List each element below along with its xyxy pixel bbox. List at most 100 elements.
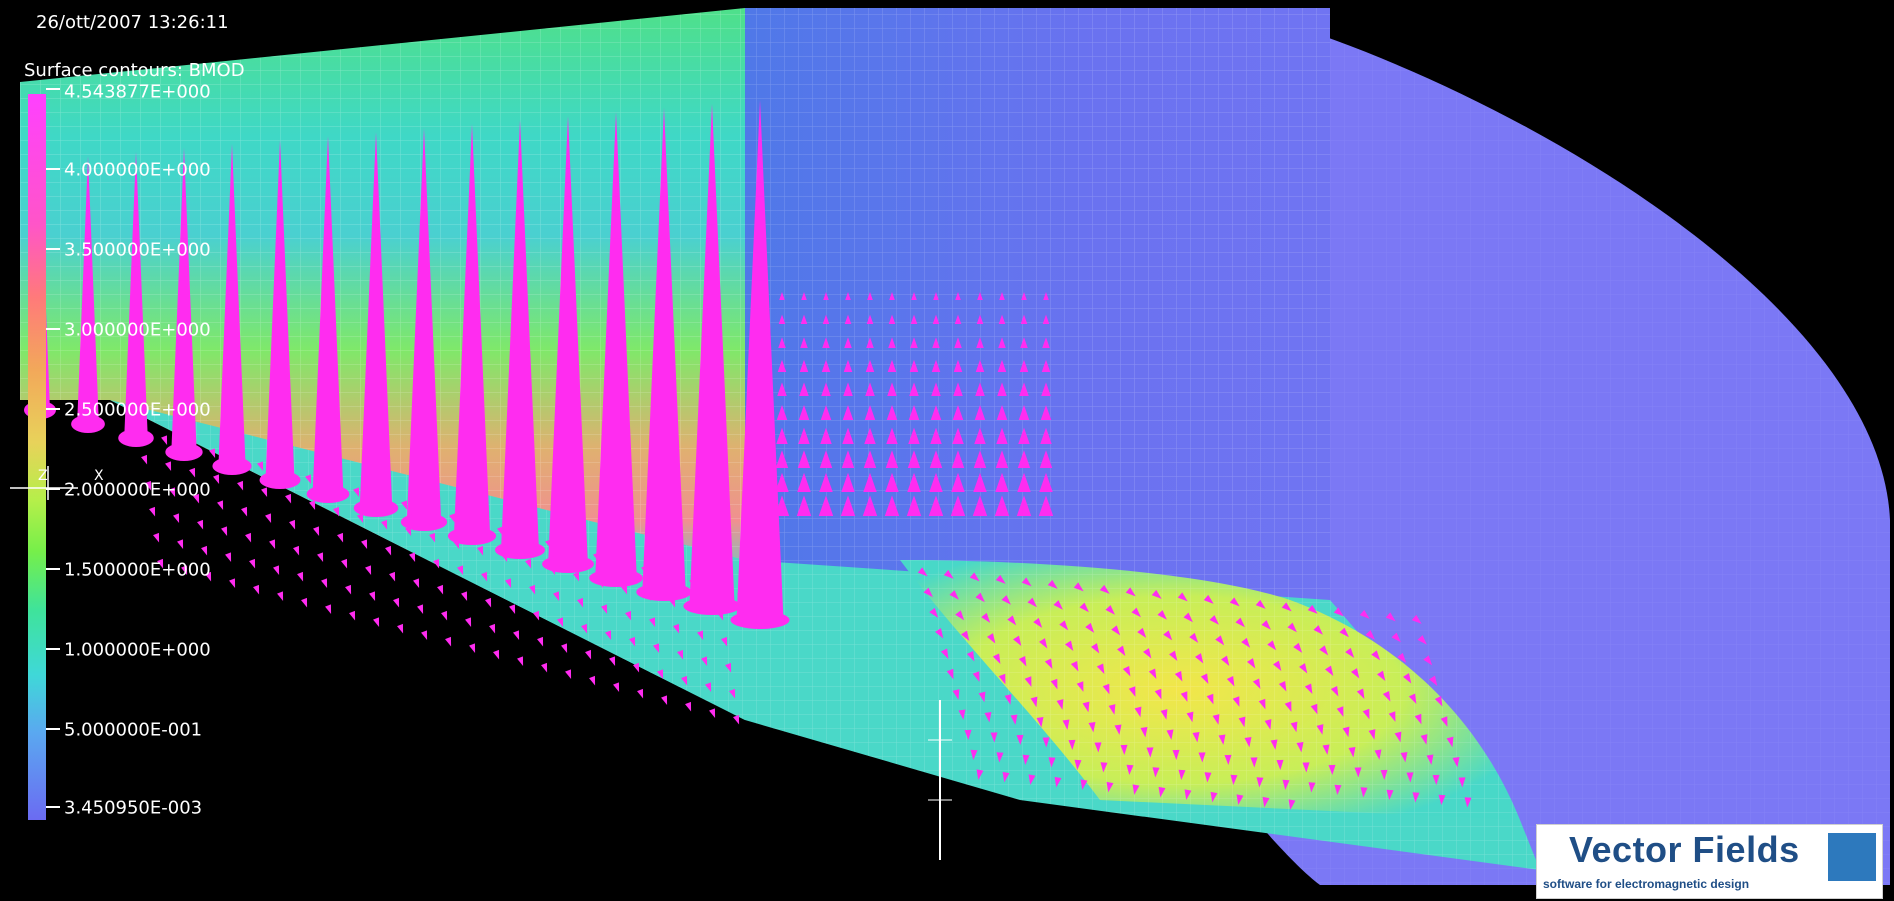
field-arrow bbox=[157, 558, 164, 569]
field-arrow bbox=[421, 630, 428, 640]
field-arrow bbox=[609, 656, 616, 666]
field-arrow bbox=[1377, 670, 1386, 681]
field-arrow bbox=[951, 472, 965, 492]
field-arrow bbox=[253, 584, 260, 595]
field-arrow bbox=[1296, 742, 1304, 753]
field-arrow bbox=[605, 630, 612, 640]
field-arrow bbox=[1088, 722, 1096, 733]
field-arrow bbox=[1132, 784, 1140, 795]
field-arrow bbox=[393, 597, 400, 608]
field-arrow bbox=[1458, 777, 1466, 788]
field-arrow bbox=[864, 405, 876, 420]
field-arrow bbox=[1024, 676, 1032, 687]
field-arrow bbox=[987, 633, 996, 644]
field-arrow bbox=[998, 314, 1006, 324]
field-arrow bbox=[1128, 686, 1136, 697]
field-arrow bbox=[561, 643, 568, 653]
field-arrow bbox=[1276, 759, 1284, 770]
field-arrow bbox=[933, 292, 939, 300]
field-arrow bbox=[1258, 698, 1266, 710]
field-arrow bbox=[887, 359, 897, 372]
legend-label: 3.500000E+000 bbox=[64, 239, 211, 261]
field-arrow bbox=[1183, 612, 1193, 623]
field-arrow bbox=[1028, 774, 1036, 785]
field-arrow bbox=[990, 732, 998, 743]
field-arrow bbox=[972, 495, 988, 516]
field-arrow bbox=[1417, 635, 1427, 645]
field-arrow bbox=[800, 314, 808, 324]
field-arrow bbox=[1030, 696, 1038, 708]
field-arrow bbox=[886, 427, 898, 444]
field-arrow bbox=[469, 643, 476, 653]
field-arrow bbox=[337, 532, 344, 543]
field-cone bbox=[265, 140, 295, 480]
field-arrow bbox=[1186, 711, 1194, 723]
field-arrow bbox=[928, 495, 944, 516]
field-cone-base bbox=[353, 499, 399, 517]
field-arrow bbox=[1041, 382, 1051, 396]
field-arrow bbox=[481, 571, 488, 582]
field-arrow bbox=[1108, 704, 1116, 715]
field-arrow bbox=[1169, 650, 1178, 661]
field-arrow bbox=[1339, 627, 1349, 638]
field-arrow bbox=[776, 405, 788, 420]
field-arrow bbox=[493, 649, 500, 660]
field-arrow bbox=[709, 708, 716, 718]
field-arrow bbox=[1146, 747, 1154, 758]
field-arrow bbox=[777, 382, 787, 396]
field-arrow bbox=[931, 359, 941, 372]
field-arrow bbox=[775, 472, 789, 492]
field-arrow bbox=[1319, 645, 1329, 656]
field-arrow bbox=[1316, 724, 1324, 735]
field-arrow bbox=[625, 610, 632, 621]
field-arrow bbox=[1313, 625, 1323, 635]
field-arrow bbox=[1126, 764, 1134, 775]
field-arrow bbox=[976, 769, 984, 780]
field-arrow bbox=[907, 472, 921, 492]
field-arrow bbox=[889, 292, 895, 300]
field-arrow bbox=[357, 513, 364, 523]
field-arrow bbox=[992, 653, 1001, 664]
field-arrow bbox=[721, 636, 728, 647]
field-arrow bbox=[297, 571, 304, 582]
field-arrow bbox=[1356, 688, 1365, 699]
field-arrow bbox=[843, 359, 853, 372]
field-arrow bbox=[1204, 772, 1212, 783]
field-arrow bbox=[633, 662, 640, 673]
field-arrow bbox=[577, 597, 584, 608]
field-arrow bbox=[1001, 595, 1011, 605]
field-arrow bbox=[677, 649, 684, 660]
field-arrow bbox=[269, 539, 276, 549]
field-arrow bbox=[1043, 292, 1049, 300]
field-arrow bbox=[1408, 693, 1417, 704]
field-arrow bbox=[1065, 640, 1074, 651]
field-arrow bbox=[225, 552, 232, 562]
field-arrow bbox=[265, 513, 272, 523]
field-arrow bbox=[955, 292, 961, 300]
field-arrow bbox=[884, 495, 900, 516]
field-arrow bbox=[886, 405, 898, 420]
field-arrow bbox=[1039, 450, 1053, 468]
field-arrow bbox=[1004, 694, 1012, 705]
field-arrow bbox=[932, 314, 940, 324]
field-arrow bbox=[1152, 767, 1160, 778]
field-arrow bbox=[821, 359, 831, 372]
field-arrow bbox=[975, 592, 985, 603]
field-arrow bbox=[585, 649, 592, 660]
legend-label: 2.500000E+000 bbox=[64, 399, 211, 421]
field-arrow bbox=[950, 495, 966, 516]
field-arrow bbox=[1308, 782, 1316, 793]
field-arrow bbox=[1209, 615, 1219, 625]
field-arrow bbox=[285, 493, 292, 504]
field-arrow bbox=[946, 668, 954, 680]
field-arrow bbox=[843, 382, 853, 396]
field-arrow bbox=[1224, 754, 1232, 765]
field-arrow bbox=[1151, 589, 1162, 599]
field-arrow bbox=[949, 590, 959, 600]
field-arrow bbox=[573, 571, 580, 582]
field-arrow bbox=[1287, 622, 1297, 633]
field-arrow bbox=[321, 578, 328, 588]
field-arrow bbox=[975, 359, 985, 372]
